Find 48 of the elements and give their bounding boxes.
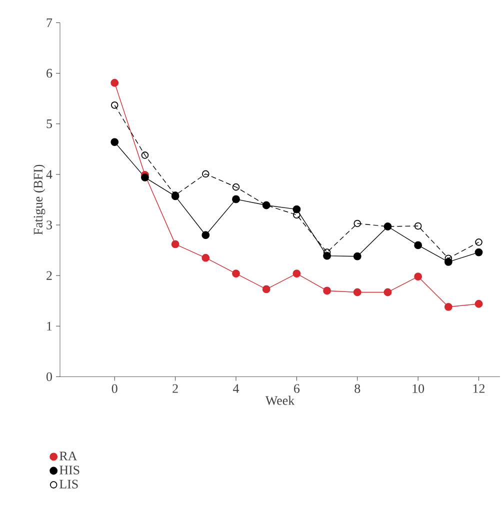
x-tick-label: 4 [233,384,240,393]
point [262,285,270,294]
legend-label: LIS [60,480,78,488]
point [202,170,210,178]
point [292,205,301,214]
point [354,220,362,228]
point [444,302,452,311]
point [292,270,301,278]
y-tick-label: 0 [46,372,52,382]
y-tick-label: 2 [46,271,52,280]
y-tick-label: 4 [46,170,52,179]
y-tick-label: 5 [46,120,52,128]
point [414,222,422,230]
y-tick-label: 6 [46,68,52,78]
point [141,174,149,182]
x-axis-title: Week [265,396,295,405]
point [110,138,119,146]
point [474,300,483,308]
legend-label: HIS [60,466,80,474]
point [232,195,240,204]
x-tick-label: 0 [112,384,118,393]
point [110,78,119,87]
point [110,101,118,109]
x-tick-label: 10 [412,384,424,393]
point [414,272,422,281]
point [474,248,483,256]
point [384,288,392,296]
x-tick-label: 6 [294,384,300,393]
point [353,288,362,296]
x-tick-label: 8 [354,384,360,393]
y-axis-title: Fatigue (BFI) [33,164,46,235]
y-tick-label: 3 [46,220,52,230]
point [202,254,210,262]
x-tick-label: 12 [473,384,485,393]
point [232,270,240,278]
point [141,152,149,159]
point [232,183,240,191]
point [353,252,362,260]
y-tick-label: 7 [46,18,52,27]
point [202,231,210,240]
point [171,240,180,248]
x-tick-label: 2 [172,384,178,393]
y-tick-label: 1 [47,322,52,330]
point [323,286,331,295]
legend-label: RA [60,452,78,460]
point [475,238,482,246]
point [414,241,422,250]
point [293,211,300,219]
